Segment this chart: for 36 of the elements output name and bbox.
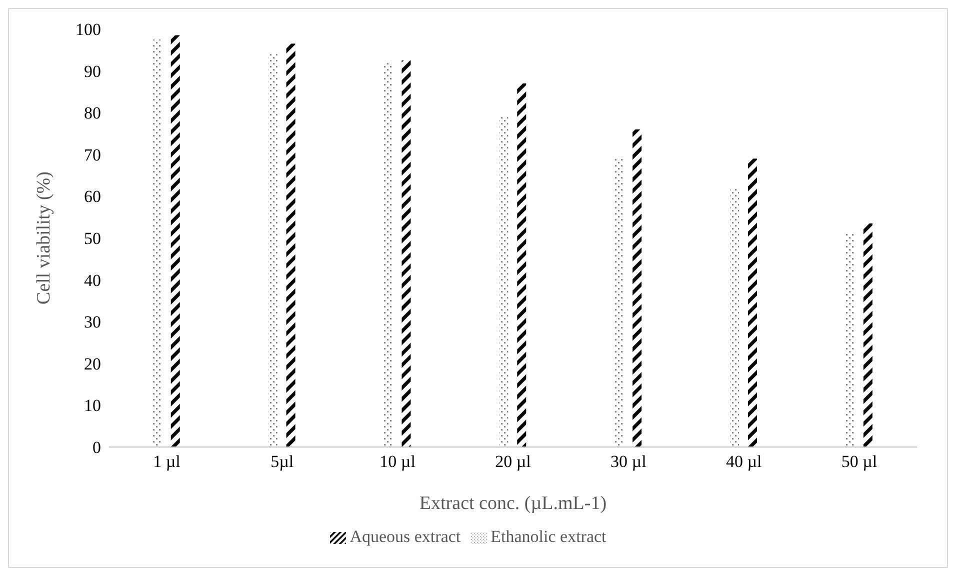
x-tick-label: 20 µl (495, 452, 532, 472)
x-tick-label: 30 µl (610, 452, 647, 472)
bar (863, 223, 872, 447)
y-tick-label: 50 (84, 229, 101, 248)
x-axis-title: Extract conc. (µL.mL-1) (419, 493, 607, 514)
bar (632, 129, 642, 447)
y-tick-label: 100 (76, 20, 101, 40)
x-tick-label: 50 µl (841, 452, 878, 472)
bar (845, 234, 854, 447)
x-tick-label: 40 µl (726, 452, 762, 472)
y-tick-label: 60 (84, 187, 101, 206)
bar (286, 44, 296, 447)
x-tick-label: 5µl (270, 452, 294, 472)
y-tick-label: 90 (84, 62, 101, 81)
bar (402, 60, 411, 447)
legend-label: Aqueous extract (350, 527, 461, 546)
bar (384, 62, 393, 447)
bar (170, 35, 180, 447)
x-tick-label: 1 µl (153, 452, 181, 472)
bar (152, 39, 162, 447)
x-tick-label: 10 µl (380, 452, 416, 472)
legend-label: Ethanolic extract (490, 527, 606, 546)
y-tick-label: 20 (84, 354, 101, 374)
bar (748, 158, 758, 447)
y-tick-label: 10 (84, 396, 101, 416)
bar (268, 54, 278, 447)
y-tick-label: 70 (84, 145, 101, 164)
y-tick-label: 80 (84, 104, 101, 123)
y-tick-label: 0 (92, 438, 101, 458)
y-axis-title: Cell viability (%) (34, 172, 55, 304)
y-tick-label: 30 (84, 312, 101, 332)
bar (730, 188, 740, 447)
bar (614, 158, 624, 447)
bar (517, 83, 526, 447)
y-tick-label: 40 (84, 270, 101, 290)
bar (499, 116, 508, 447)
